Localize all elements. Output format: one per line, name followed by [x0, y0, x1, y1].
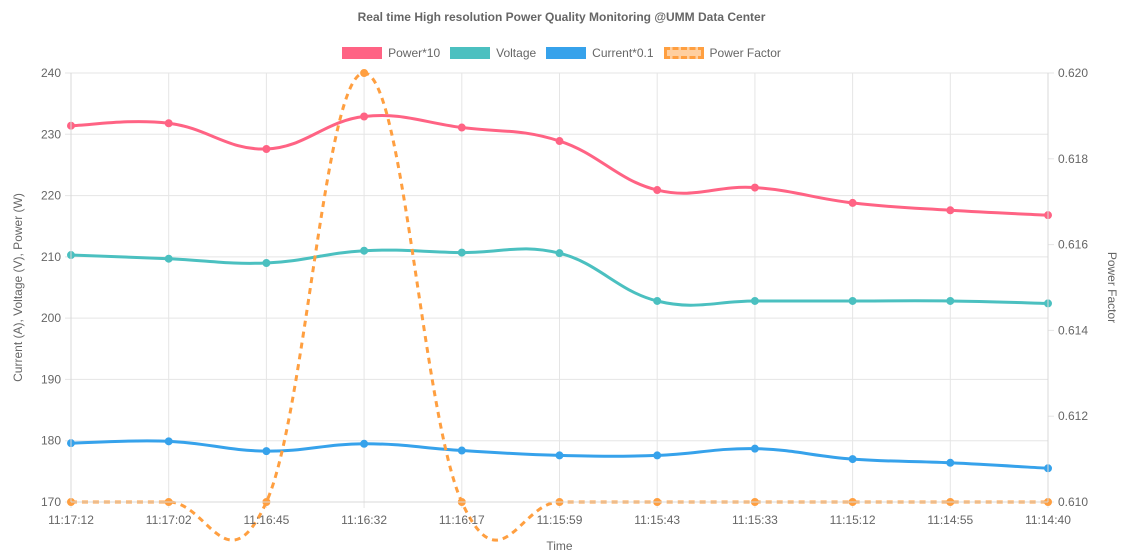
data-point-voltage: [360, 246, 369, 255]
legend-label-power-factor: Power Factor: [709, 46, 781, 60]
x-tick-label: 11:14:40: [1025, 513, 1071, 527]
x-tick-label: 11:16:17: [439, 513, 485, 527]
y-left-tick-label: 170: [41, 495, 61, 509]
legend-item-voltage[interactable]: Voltage: [450, 46, 536, 60]
data-point-current-0-1: [555, 451, 564, 460]
chart-title: Real time High resolution Power Quality …: [357, 10, 766, 24]
data-point-current-0-1: [750, 444, 759, 453]
data-point-voltage: [457, 248, 466, 257]
y-right-tick-label: 0.618: [1058, 152, 1088, 166]
data-point-power-10: [946, 206, 955, 215]
data-point-current-0-1: [946, 458, 955, 467]
y-right-tick-label: 0.616: [1058, 238, 1088, 252]
legend-swatch-voltage: [450, 47, 491, 59]
data-point-voltage: [848, 296, 857, 305]
y-left-tick-label: 200: [41, 311, 61, 325]
data-point-power-10: [262, 144, 271, 153]
data-point-power-10: [457, 123, 466, 132]
y-right-axis-title: Power Factor: [1105, 252, 1119, 323]
legend-item-power[interactable]: Power*10: [342, 46, 440, 60]
y-left-tick-label: 190: [41, 372, 61, 386]
legend-swatch-current: [546, 47, 587, 59]
data-point-power-10: [555, 137, 564, 146]
y-right-tick-label: 0.610: [1058, 495, 1088, 509]
y-left-tick-label: 240: [41, 66, 61, 80]
data-point-power-10: [653, 186, 662, 195]
data-point-voltage: [262, 258, 271, 267]
x-tick-label: 11:16:45: [243, 513, 289, 527]
data-point-current-0-1: [164, 437, 173, 446]
data-point-voltage: [164, 254, 173, 263]
data-point-current-0-1: [848, 455, 857, 464]
legend-item-current[interactable]: Current*0.1: [546, 46, 654, 60]
y-left-axis-title: Current (A), Voltage (V), Power (W): [11, 193, 25, 382]
x-axis-title: Time: [546, 539, 573, 552]
x-tick-label: 11:16:32: [341, 513, 387, 527]
legend-label-current: Current*0.1: [592, 46, 654, 60]
y-right-tick-label: 0.614: [1058, 323, 1088, 337]
y-left-tick-label: 230: [41, 127, 61, 141]
data-point-current-0-1: [360, 439, 369, 448]
data-point-current-0-1: [653, 451, 662, 460]
data-point-current-0-1: [457, 446, 466, 455]
data-point-power-10: [848, 198, 857, 207]
y-right-tick-label: 0.612: [1058, 409, 1088, 423]
legend-label-voltage: Voltage: [496, 46, 537, 60]
data-point-current-0-1: [262, 447, 271, 456]
data-point-voltage: [946, 296, 955, 305]
x-tick-label: 11:15:12: [830, 513, 876, 527]
data-point-power-factor: [360, 69, 369, 77]
legend: Power*10 Voltage Current*0.1 Power Facto…: [0, 46, 1123, 60]
y-left-tick-label: 220: [41, 189, 61, 203]
data-point-voltage: [750, 296, 759, 305]
data-point-voltage: [555, 249, 564, 258]
axes: 11:17:12 11:17:02 11:16:45 11:16:32 11:16:17…: [11, 66, 1119, 552]
y-left-tick-label: 210: [41, 250, 61, 264]
data-point-power-10: [164, 119, 173, 128]
legend-item-power-factor[interactable]: Power Factor: [663, 46, 781, 60]
y-left-tick-label: 180: [41, 434, 61, 448]
grid: [65, 72, 1054, 508]
x-tick-label: 11:14:55: [927, 513, 973, 527]
x-tick-label: 11:15:43: [634, 513, 680, 527]
legend-swatch-power: [342, 47, 383, 59]
data-point-power-10: [750, 183, 759, 192]
x-tick-label: 11:17:12: [48, 513, 94, 527]
x-tick-label: 11:15:33: [732, 513, 778, 527]
y-right-tick-label: 0.620: [1058, 66, 1088, 80]
legend-label-power: Power*10: [388, 46, 441, 60]
data-point-power-10: [360, 112, 369, 121]
legend-swatch-power-factor: [663, 47, 704, 59]
data-point-voltage: [653, 296, 662, 305]
x-tick-label: 11:17:02: [146, 513, 192, 527]
x-tick-label: 11:15:59: [537, 513, 583, 527]
